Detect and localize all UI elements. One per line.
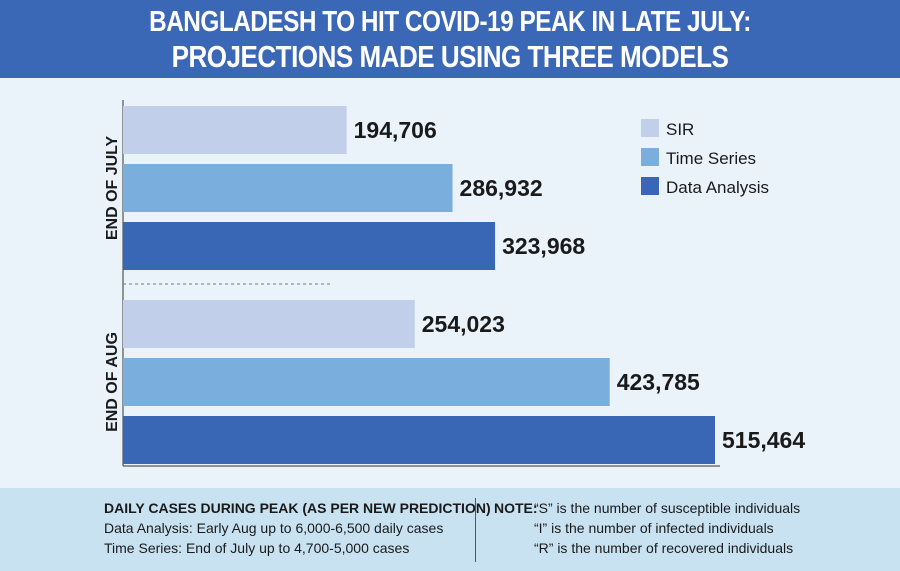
title-line-1: BANGLADESH TO HIT COVID-19 PEAK IN LATE … (149, 6, 751, 38)
legend-label: SIR (666, 120, 694, 139)
bar-value-label: 254,023 (422, 311, 505, 337)
bar-0-2 (123, 222, 496, 270)
bar-value-label: 194,706 (354, 117, 437, 143)
category-label: END OF AUG (104, 332, 121, 432)
legend-label: Time Series (666, 149, 756, 168)
category-label: END OF JULY (104, 136, 121, 241)
model-note: NOTE:“S” is the number of susceptible in… (494, 498, 800, 558)
footer-panel: DAILY CASES DURING PEAK (AS PER NEW PRED… (0, 488, 900, 571)
bar-value-label: 286,932 (460, 175, 543, 201)
legend-label: Data Analysis (666, 178, 769, 197)
bar-0-0 (123, 106, 347, 154)
bar-value-label: 515,464 (722, 427, 805, 453)
bar-0-1 (123, 164, 453, 212)
bar-value-label: 423,785 (617, 369, 700, 395)
title-line-2: PROJECTIONS MADE USING THREE MODELS (171, 39, 729, 74)
daily-cases-note: DAILY CASES DURING PEAK (AS PER NEW PRED… (104, 498, 491, 558)
footer-divider (475, 498, 476, 562)
note-label: NOTE: (494, 500, 538, 516)
bar-value-label: 323,968 (502, 233, 585, 259)
bar-1-2 (123, 416, 715, 464)
legend-swatch (641, 177, 659, 195)
legend-swatch (641, 119, 659, 137)
note-s: “S” is the number of susceptible individ… (534, 500, 801, 516)
note-i: “I” is the number of infected individual… (534, 520, 774, 536)
daily-cases-title: DAILY CASES DURING PEAK (AS PER NEW PRED… (104, 500, 491, 516)
legend-swatch (641, 148, 659, 166)
daily-cases-time-series: Time Series: End of July up to 4,700-5,0… (104, 540, 410, 556)
bar-1-1 (123, 358, 610, 406)
title-banner: BANGLADESH TO HIT COVID-19 PEAK IN LATE … (0, 0, 900, 78)
bar-chart: 194,706 286,932 323,968 END OF JULY 254,023 4… (104, 100, 805, 467)
daily-cases-data-analysis: Data Analysis: Early Aug up to 6,000-6,5… (104, 520, 444, 536)
bar-1-0 (123, 300, 415, 348)
note-r: “R” is the number of recovered individua… (534, 540, 794, 556)
